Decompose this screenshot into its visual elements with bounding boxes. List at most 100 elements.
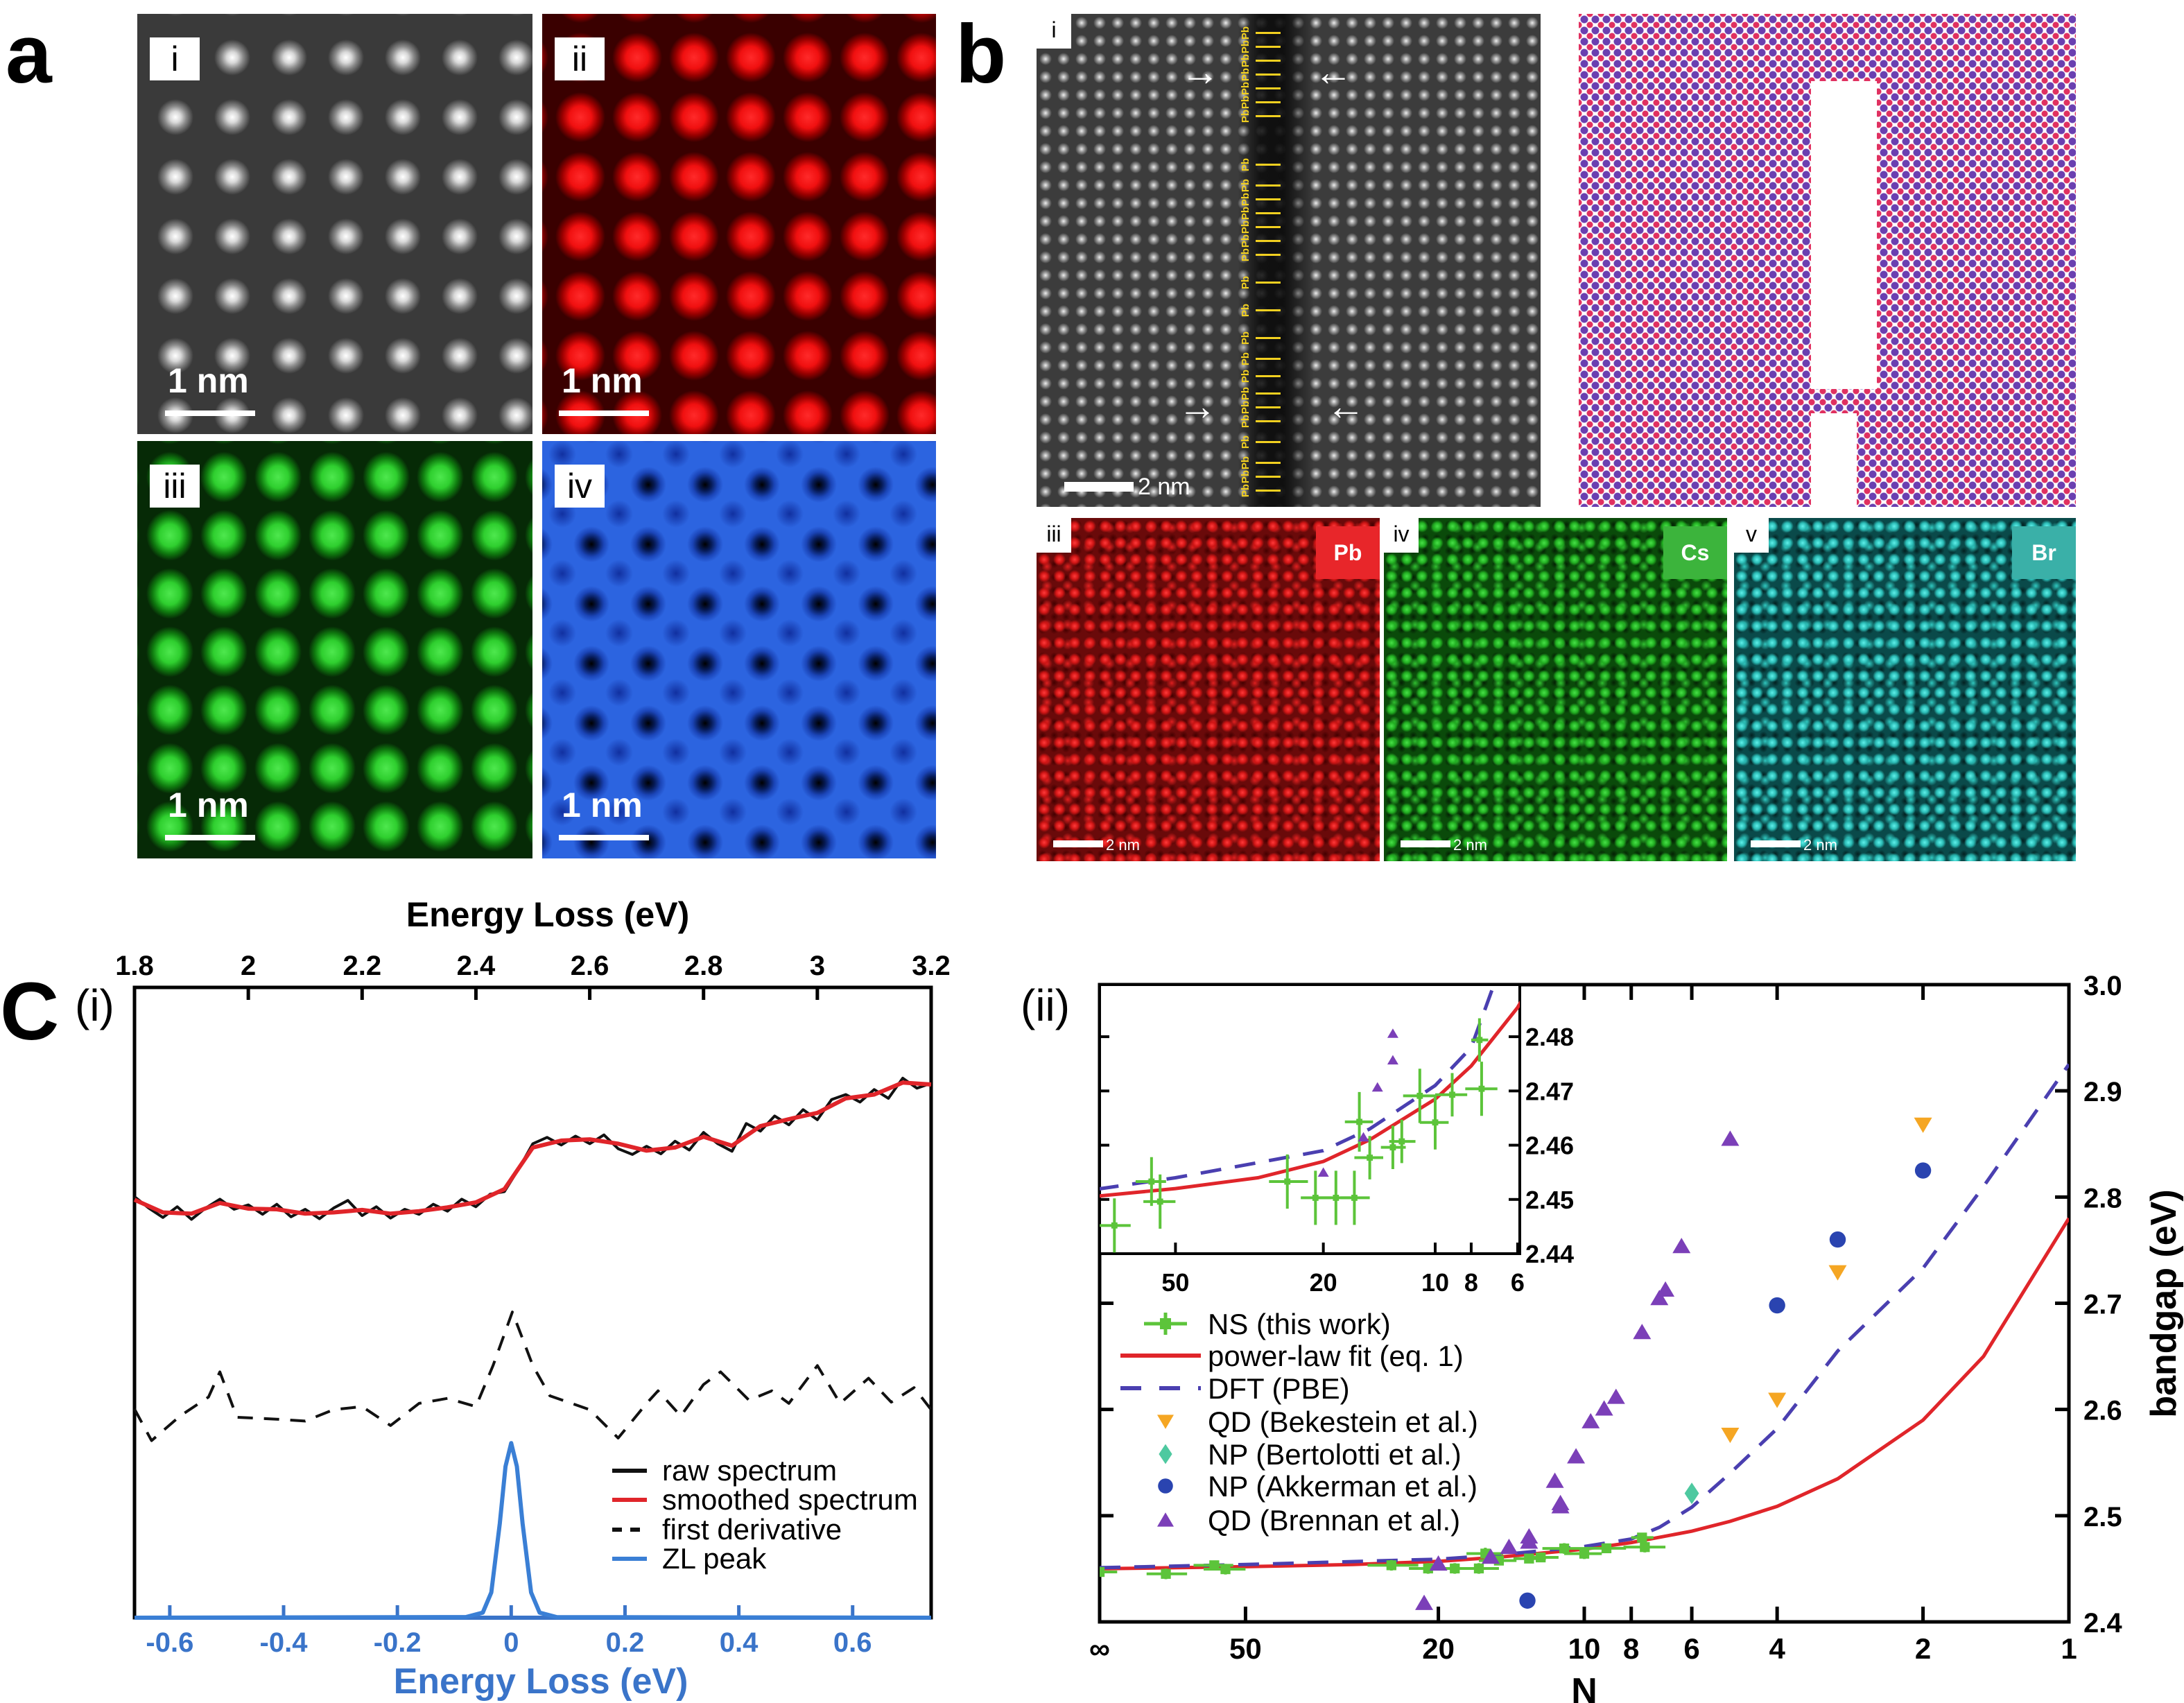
x-tick-label: ∞ (1089, 1632, 1110, 1665)
data-point-marker (1111, 1222, 1118, 1229)
panel-label-c-i: (i) (75, 980, 114, 1030)
data-point (1541, 512, 1552, 521)
data-point-marker (1476, 1037, 1483, 1044)
data-point-marker (1398, 1138, 1405, 1145)
scale-bar-label: 2 nm (1138, 474, 1190, 500)
data-point (1159, 1444, 1172, 1464)
ns-data-point (1471, 1018, 1489, 1062)
top-x-tick-label: 2 (241, 951, 256, 981)
x-tick-label: 4 (1769, 1632, 1785, 1665)
data-point (1157, 1415, 1174, 1429)
arrow-left-icon (1256, 212, 1281, 214)
top-x-tick-label: 3.2 (912, 951, 951, 981)
data-point (1500, 1539, 1518, 1555)
data-point (1445, 375, 1456, 385)
top-x-tick-label: 2.2 (343, 951, 381, 981)
data-point (1157, 1512, 1174, 1527)
bottom-x-tick-label: 0.4 (720, 1627, 759, 1658)
data-point (1158, 1478, 1173, 1494)
data-point-marker (1061, 1213, 1067, 1219)
arrow-left-icon: ← (1314, 50, 1353, 94)
y-tick-label: 2.6 (2083, 1396, 2122, 1426)
scale-bar (165, 835, 255, 840)
power-law-fit-line (1100, 1000, 1520, 1198)
legend-label: NS (this work) (1208, 1308, 1391, 1340)
scale-bar-label: 2 nm (1106, 836, 1140, 854)
arrow-left-icon (1256, 74, 1281, 76)
boundary-band (1238, 14, 1314, 507)
legend-label: raw spectrum (662, 1454, 837, 1487)
scale-bar-label: 1 nm (168, 361, 249, 400)
data-point (1595, 1400, 1613, 1416)
arrow-left-icon (1256, 309, 1281, 311)
inset-x-tick-label: 50 (1161, 1268, 1189, 1297)
tile-label: i (150, 37, 200, 80)
inset-x-tick-label: 8 (1464, 1268, 1478, 1297)
arrow-left-icon (1256, 358, 1281, 360)
bottom-x-tick-label: 0.2 (606, 1627, 645, 1658)
ns-data-point (1100, 1566, 1118, 1577)
bottom-x-axis-title: Energy Loss (eV) (394, 1661, 688, 1702)
data-point (1769, 1297, 1785, 1314)
arrow-left-icon (1256, 87, 1281, 89)
ns-data-point (1465, 1062, 1498, 1116)
ns-data-point (1403, 1069, 1435, 1123)
blue-map-tile: iv 1 nm (542, 441, 936, 858)
ns-data-point (1061, 1200, 1077, 1232)
data-point-marker (1640, 1542, 1650, 1553)
inset-plot-area (1061, 375, 1552, 1253)
data-point-marker (1579, 1548, 1590, 1559)
scale-bar (1053, 840, 1103, 847)
data-point (1423, 619, 1435, 629)
panel-label-a: a (6, 8, 52, 101)
bottom-x-tick-label: 0.6 (833, 1627, 872, 1658)
legend-label: QD (Brennan et al.) (1208, 1504, 1460, 1537)
inset-y-tick-label: 2.46 (1525, 1132, 1574, 1160)
panel-label-c-ii: (ii) (1021, 980, 1071, 1030)
data-point (1768, 1392, 1787, 1408)
arrow-left-icon (1256, 490, 1281, 492)
legend-label: NP (Bertolotti et al.) (1208, 1438, 1462, 1471)
data-point-marker (1367, 1155, 1373, 1161)
data-point (1412, 874, 1423, 884)
data-point (1721, 1428, 1740, 1444)
arrow-left-icon (1256, 254, 1281, 256)
arrow-left-icon (1256, 375, 1281, 377)
data-point (1672, 1238, 1691, 1254)
data-point-marker (1449, 1091, 1455, 1098)
tile-label: iii (150, 465, 200, 508)
element-badge-pb: Pb (1316, 526, 1380, 579)
data-point (1721, 1130, 1740, 1146)
data-point (1435, 440, 1446, 450)
data-point (1482, 1548, 1500, 1564)
data-point (1567, 1448, 1586, 1464)
bottom-x-tick-label: 0 (503, 1627, 519, 1658)
tile-label: ii (555, 37, 605, 80)
top-x-tick-label: 2.6 (571, 951, 609, 981)
data-point (1828, 1265, 1847, 1281)
data-point-marker (1423, 1563, 1433, 1574)
data-point-marker (1637, 1532, 1647, 1543)
element-badge-br: Br (2012, 526, 2076, 579)
ns-data-point (1564, 1548, 1602, 1559)
arrow-right-icon: → (1181, 50, 1220, 94)
data-point-marker (1416, 1092, 1423, 1099)
legend-label: ZL peak (662, 1542, 767, 1575)
data-point-marker (1432, 1119, 1439, 1126)
y-axis-title: bandgap (eV) (2144, 1189, 2184, 1417)
bandgap-vs-n-chart: ∞ 50 20 10 8 6 4 2 12.4 2.5 2.6 2.7 2.8 2.9 3.0 Nbandga… (1061, 375, 2184, 1703)
inset-y-tick-label: 2.45 (1525, 1186, 1574, 1214)
ns-data-point (1542, 1543, 1584, 1554)
x-tick-label: 2 (1915, 1632, 1931, 1665)
data-point (1551, 1494, 1570, 1510)
top-x-axis-title: Energy Loss (eV) (406, 895, 689, 934)
ns-data-point (1389, 1119, 1416, 1164)
data-point (1412, 858, 1423, 868)
top-x-tick-label: 1.8 (115, 951, 154, 981)
ns-data-point (1435, 1073, 1468, 1117)
y-tick-label: 2.5 (2083, 1502, 2122, 1532)
inset-frame (1098, 983, 1521, 1255)
top-x-tick-label: 3 (810, 951, 825, 981)
x-tick-label: 20 (1422, 1632, 1455, 1665)
data-point-marker (1559, 1544, 1570, 1554)
